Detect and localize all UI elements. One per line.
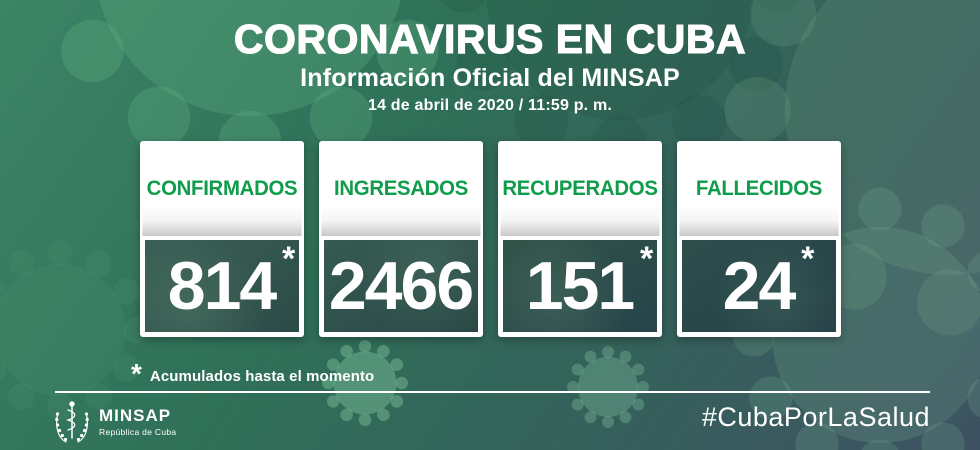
header: CORONAVIRUS EN CUBA Información Oficial … [0,0,980,115]
hashtag-text: #CubaPorLaSalud [701,402,930,432]
page-title: CORONAVIRUS EN CUBA [233,16,747,62]
stats-row: CONFIRMADOS 814 * INGRESADOS 2466 RECUPE… [0,141,980,337]
page-subtitle: Información Oficial del MINSAP [300,64,680,93]
logo-text: MINSAP República de Cuba [99,406,177,437]
asterisk-mark: * [801,240,815,278]
stat-value-panel: 814 * [144,240,299,332]
stat-card-fallecidos: FALLECIDOS 24 * [676,141,841,337]
stat-card-ingresados: INGRESADOS 2466 [318,141,483,337]
asterisk-mark: * [282,240,296,278]
report-date: 14 de abril de 2020 / 11:59 p. m. [367,97,613,115]
minsap-logo: MINSAP República de Cuba [52,399,176,445]
stat-value-panel: 151 * [502,240,657,332]
stat-value: 151 [525,248,635,324]
minsap-emblem-icon [55,401,89,443]
stat-value-panel: 2466 [323,240,478,332]
stat-card-recuperados: RECUPERADOS 151 * [497,141,662,337]
stat-label: RECUPERADOS [499,141,660,236]
footnote-text: Acumulados hasta el momento [149,368,375,385]
stat-value: 24 [722,248,797,324]
stat-value: 2466 [328,248,474,324]
stat-label: FALLECIDOS [678,141,839,236]
footer-divider [55,391,930,393]
stat-value: 814 [167,248,277,324]
footnote-asterisk: * [131,358,142,389]
stat-card-confirmados: CONFIRMADOS 814 * [139,141,304,337]
logo-org-subtitle: República de Cuba [99,426,177,437]
stat-label: CONFIRMADOS [141,141,302,236]
footnote: * Acumulados hasta el momento [131,360,374,388]
logo-org-name: MINSAP [99,406,172,426]
stat-value-panel: 24 * [681,240,836,332]
asterisk-mark: * [640,240,654,278]
stat-label: INGRESADOS [320,141,481,236]
